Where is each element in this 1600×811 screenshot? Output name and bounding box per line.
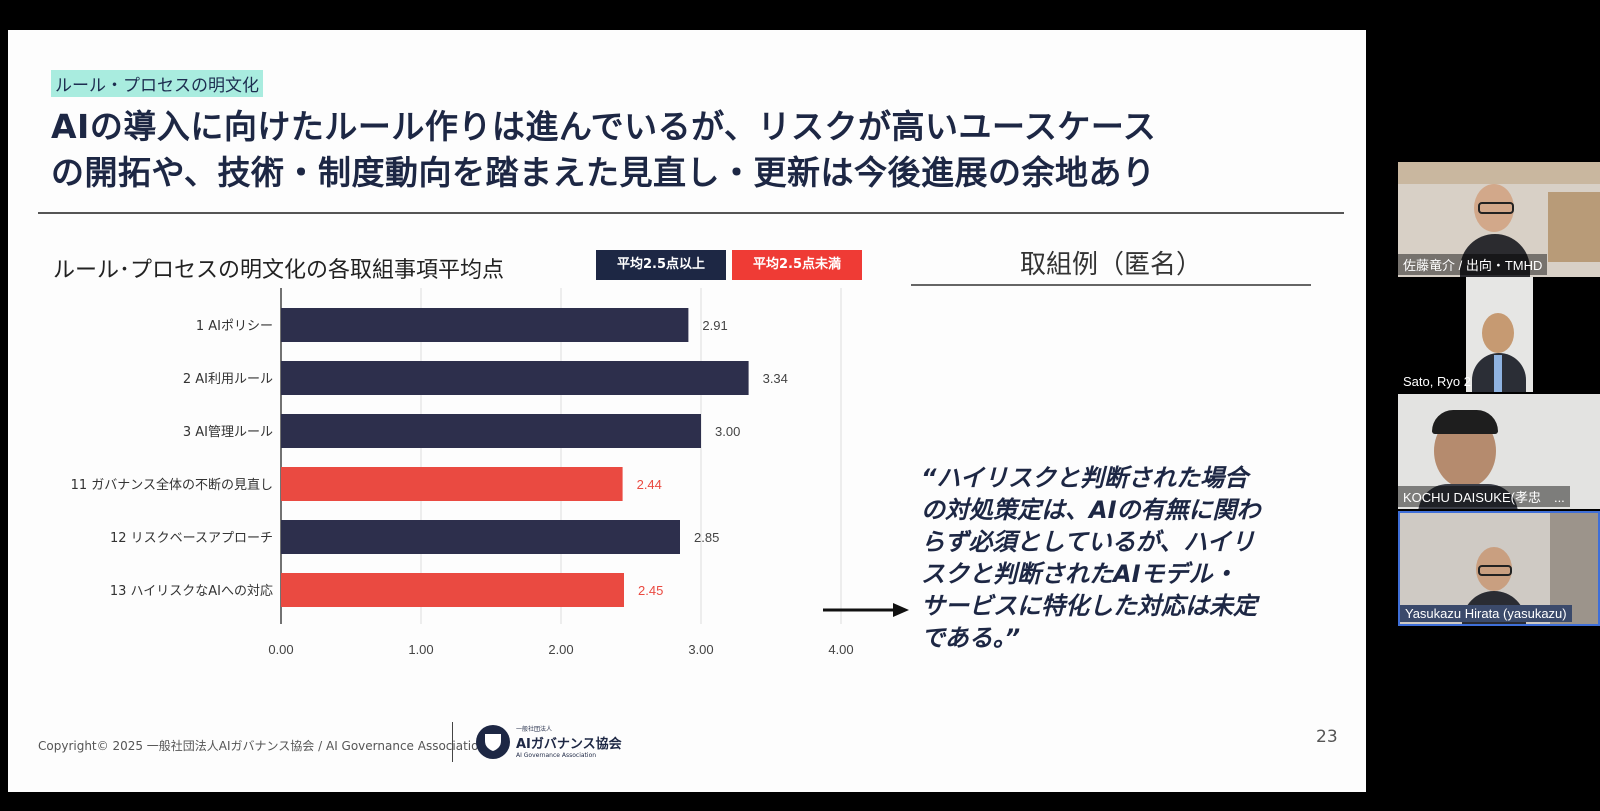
quote-line: の対処策定は、AIの有無に関わ <box>921 496 1261 524</box>
quote-line: “ハイリスクと判断された場合 <box>921 464 1248 492</box>
participant-name: Yasukazu Hirata (yasukazu) <box>1400 605 1572 622</box>
page-number: 23 <box>1316 727 1338 747</box>
bar-chart: 0.00 1.00 2.00 3.00 4.00 1 AIポリシー 2.91 2 AI利用ルー… <box>71 288 854 657</box>
bar <box>281 361 749 395</box>
legend-below-threshold: 平均2.5点未満 <box>732 250 862 280</box>
x-tick-label: 0.00 <box>268 642 293 657</box>
legend-above-threshold: 平均2.5点以上 <box>596 250 726 280</box>
quote-line: サービスに特化した対応は未定 <box>921 592 1257 620</box>
presentation-slide: ルール・プロセスの明文化 AIの導入に向けたルール作りは進んでいるが、リスクが高… <box>8 30 1366 792</box>
category-label: 3 AI管理ルール <box>183 425 273 440</box>
participant-tile[interactable]: KOCHU DAISUKE(孝忠 ... <box>1398 394 1600 509</box>
logo-subtitle: 一般社団法人 <box>516 726 553 733</box>
value-label: 3.00 <box>715 424 740 439</box>
value-label: 2.44 <box>637 477 662 492</box>
headline-line-2: の開拓や、技術・制度動向を踏まえた見直し・更新は今後進展の余地あり <box>51 153 1156 192</box>
participant-name: 佐藤竜介 / 出向・TMHD <box>1398 254 1548 275</box>
category-label: 12 リスクベースアプローチ <box>110 531 273 546</box>
bar <box>281 467 623 501</box>
section-tag: ルール・プロセスの明文化 <box>51 70 263 97</box>
shield-logo-icon <box>476 724 510 759</box>
footer-separator <box>452 722 453 762</box>
x-tick-label: 1.00 <box>408 642 433 657</box>
participant-name: Sato, Ryo 2 <box>1403 374 1471 389</box>
x-tick-label: 3.00 <box>688 642 713 657</box>
bar <box>281 520 680 554</box>
x-tick-label: 2.00 <box>548 642 573 657</box>
slide-headline: AIの導入に向けたルール作りは進んでいるが、リスクが高いユースケース の開拓や、… <box>51 104 1311 196</box>
example-header: 取組例（匿名） <box>1019 250 1202 280</box>
value-label: 2.85 <box>694 530 719 545</box>
headline-line-1: AIの導入に向けたルール作りは進んでいるが、リスクが高いユースケース <box>51 107 1157 146</box>
category-label: 2 AI利用ルール <box>183 372 273 387</box>
quote-line: である。” <box>921 624 1021 652</box>
participant-name: KOCHU DAISUKE(孝忠 ... <box>1398 486 1570 507</box>
arrow-right-icon <box>823 603 909 617</box>
example-divider <box>911 284 1311 286</box>
bar <box>281 308 689 342</box>
category-label: 1 AIポリシー <box>196 319 273 334</box>
headline-divider <box>38 212 1344 214</box>
participant-tile[interactable]: Sato, Ryo 2 <box>1398 277 1600 392</box>
participant-tile[interactable]: 佐藤竜介 / 出向・TMHD <box>1398 162 1600 277</box>
chart-title: ルール･プロセスの明文化の各取組事項平均点 <box>53 258 505 283</box>
logo-name: AIガバナンス協会 <box>516 737 622 752</box>
value-label: 2.45 <box>638 583 663 598</box>
category-label: 13 ハイリスクなAIへの対応 <box>110 584 273 599</box>
example-quote: “ハイリスクと判断された場合 の対処策定は、AIの有無に関わ らず必須としている… <box>921 462 1321 654</box>
value-label: 3.34 <box>763 371 788 386</box>
logo-english-name: AI Governance Association <box>516 752 597 759</box>
footer-copyright: Copyright© 2025 一般社団法人AIガバナンス協会 / AI Gov… <box>38 739 487 753</box>
quote-line: らず必須としているが、ハイリ <box>921 528 1255 556</box>
x-tick-label: 4.00 <box>828 642 853 657</box>
bar <box>281 573 624 607</box>
category-label: 11 ガバナンス全体の不断の見直し <box>71 477 273 493</box>
association-logo: 一般社団法人 AIガバナンス協会 AI Governance Associati… <box>476 724 622 759</box>
quote-line: スクと判断されたAIモデル・ <box>921 560 1237 588</box>
value-label: 2.91 <box>702 318 727 333</box>
bar <box>281 414 701 448</box>
participant-tile[interactable]: Yasukazu Hirata (yasukazu) <box>1398 511 1600 626</box>
